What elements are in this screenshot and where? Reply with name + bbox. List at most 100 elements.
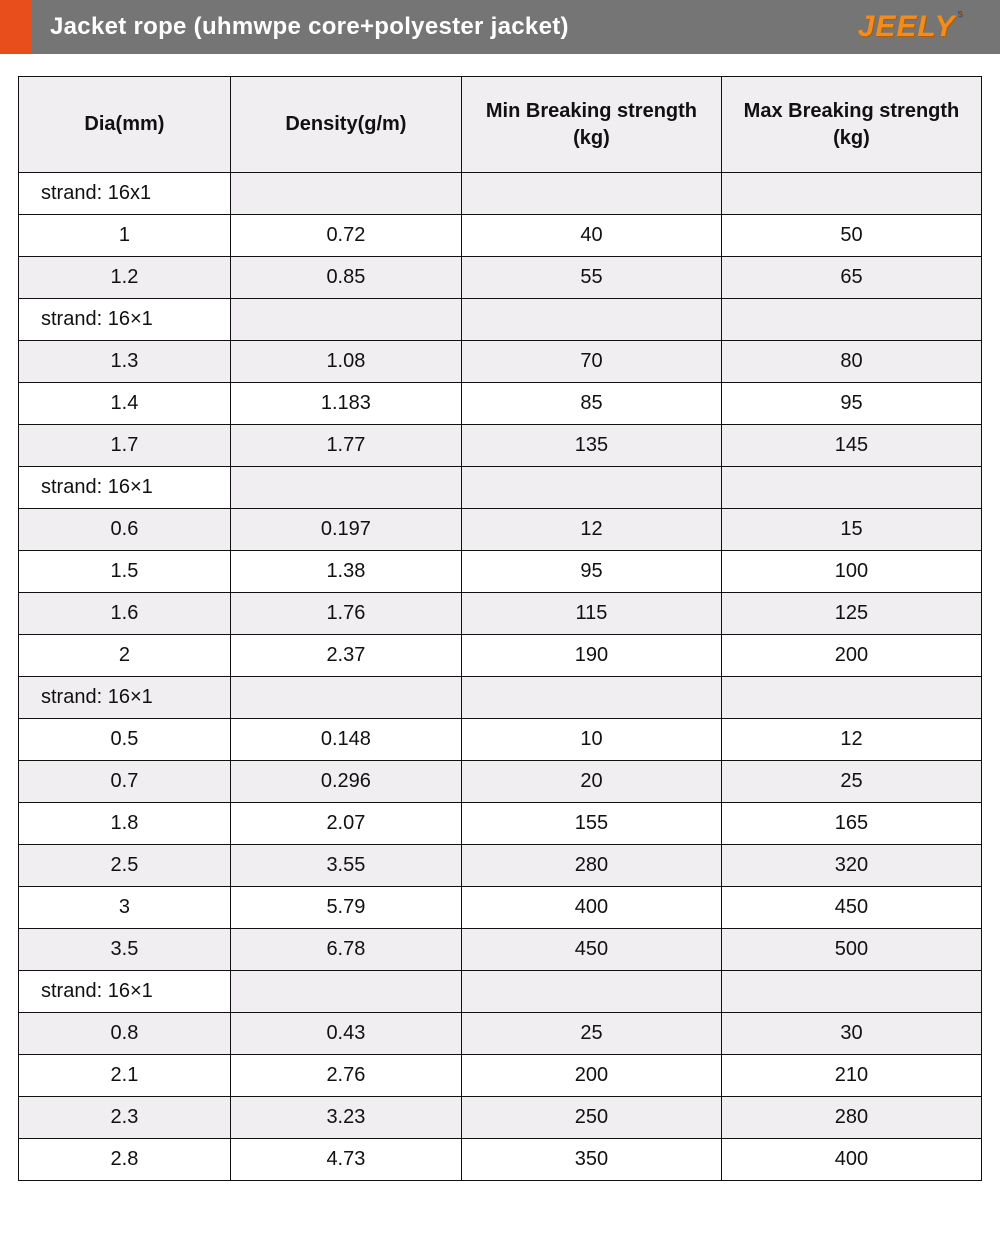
cell: 350 — [461, 1139, 721, 1181]
cell: 80 — [721, 341, 981, 383]
cell: 2.1 — [19, 1055, 231, 1097]
brand-logo-text: JEELY — [858, 10, 956, 43]
cell: 3.23 — [230, 1097, 461, 1139]
strand-row: strand: 16×1 — [19, 677, 982, 719]
cell: 0.148 — [230, 719, 461, 761]
cell: 190 — [461, 635, 721, 677]
cell: 165 — [721, 803, 981, 845]
empty-cell — [721, 971, 981, 1013]
cell: 280 — [461, 845, 721, 887]
header-accent — [0, 0, 32, 54]
col-header-dia: Dia(mm) — [19, 77, 231, 173]
cell: 0.85 — [230, 257, 461, 299]
cell: 55 — [461, 257, 721, 299]
cell: 1 — [19, 215, 231, 257]
cell: 1.5 — [19, 551, 231, 593]
cell: 145 — [721, 425, 981, 467]
empty-cell — [461, 467, 721, 509]
table-row: 1.41.1838595 — [19, 383, 982, 425]
cell: 4.73 — [230, 1139, 461, 1181]
cell: 135 — [461, 425, 721, 467]
empty-cell — [230, 971, 461, 1013]
empty-cell — [461, 971, 721, 1013]
cell: 1.6 — [19, 593, 231, 635]
table-row: 35.79400450 — [19, 887, 982, 929]
cell: 12 — [721, 719, 981, 761]
table-row: 1.61.76115125 — [19, 593, 982, 635]
cell: 155 — [461, 803, 721, 845]
table-container: Dia(mm) Density(g/m) Min Breaking streng… — [0, 54, 1000, 1201]
table-row: 3.56.78450500 — [19, 929, 982, 971]
empty-cell — [721, 173, 981, 215]
cell: 500 — [721, 929, 981, 971]
cell: 0.5 — [19, 719, 231, 761]
cell: 2.5 — [19, 845, 231, 887]
cell: 50 — [721, 215, 981, 257]
empty-cell — [230, 173, 461, 215]
strand-row: strand: 16×1 — [19, 299, 982, 341]
strand-label: strand: 16×1 — [19, 677, 231, 719]
cell: 25 — [721, 761, 981, 803]
cell: 1.183 — [230, 383, 461, 425]
cell: 12 — [461, 509, 721, 551]
cell: 1.4 — [19, 383, 231, 425]
cell: 210 — [721, 1055, 981, 1097]
strand-row: strand: 16×1 — [19, 467, 982, 509]
cell: 1.2 — [19, 257, 231, 299]
cell: 0.72 — [230, 215, 461, 257]
cell: 1.38 — [230, 551, 461, 593]
table-row: 0.70.2962025 — [19, 761, 982, 803]
cell: 40 — [461, 215, 721, 257]
cell: 2.76 — [230, 1055, 461, 1097]
table-row: 2.12.76200210 — [19, 1055, 982, 1097]
cell: 1.8 — [19, 803, 231, 845]
cell: 250 — [461, 1097, 721, 1139]
strand-label: strand: 16×1 — [19, 467, 231, 509]
cell: 3.55 — [230, 845, 461, 887]
cell: 2.3 — [19, 1097, 231, 1139]
cell: 95 — [461, 551, 721, 593]
cell: 1.76 — [230, 593, 461, 635]
empty-cell — [461, 299, 721, 341]
page-title: Jacket rope (uhmwpe core+polyester jacke… — [32, 13, 569, 41]
col-header-maxbs: Max Breaking strength (kg) — [721, 77, 981, 173]
cell: 280 — [721, 1097, 981, 1139]
col-header-minbs: Min Breaking strength (kg) — [461, 77, 721, 173]
cell: 1.7 — [19, 425, 231, 467]
cell: 0.296 — [230, 761, 461, 803]
table-row: 22.37190200 — [19, 635, 982, 677]
cell: 30 — [721, 1013, 981, 1055]
table-row: 0.80.432530 — [19, 1013, 982, 1055]
cell: 3 — [19, 887, 231, 929]
cell: 0.6 — [19, 509, 231, 551]
strand-label: strand: 16x1 — [19, 173, 231, 215]
cell: 15 — [721, 509, 981, 551]
col-header-density: Density(g/m) — [230, 77, 461, 173]
strand-label: strand: 16×1 — [19, 299, 231, 341]
table-row: 0.60.1971215 — [19, 509, 982, 551]
cell: 115 — [461, 593, 721, 635]
cell: 70 — [461, 341, 721, 383]
cell: 25 — [461, 1013, 721, 1055]
table-row: 1.51.3895100 — [19, 551, 982, 593]
cell: 320 — [721, 845, 981, 887]
cell: 1.77 — [230, 425, 461, 467]
cell: 95 — [721, 383, 981, 425]
strand-label: strand: 16×1 — [19, 971, 231, 1013]
header-bar: Jacket rope (uhmwpe core+polyester jacke… — [0, 0, 1000, 54]
cell: 100 — [721, 551, 981, 593]
cell: 450 — [461, 929, 721, 971]
table-row: 2.84.73350400 — [19, 1139, 982, 1181]
empty-cell — [721, 677, 981, 719]
brand-logo-sup: s — [958, 8, 965, 20]
table-row: 1.71.77135145 — [19, 425, 982, 467]
cell: 6.78 — [230, 929, 461, 971]
empty-cell — [230, 467, 461, 509]
cell: 0.8 — [19, 1013, 231, 1055]
cell: 10 — [461, 719, 721, 761]
cell: 2.37 — [230, 635, 461, 677]
empty-cell — [721, 299, 981, 341]
table-row: 1.82.07155165 — [19, 803, 982, 845]
cell: 125 — [721, 593, 981, 635]
empty-cell — [230, 677, 461, 719]
